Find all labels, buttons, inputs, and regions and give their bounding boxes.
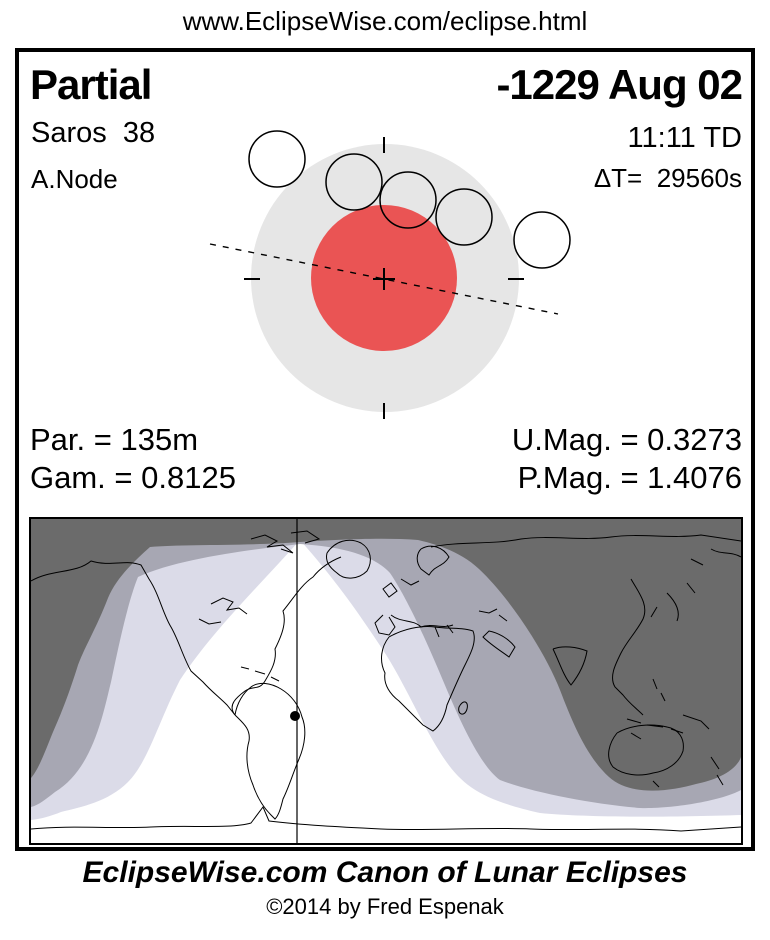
coast-africa: [381, 626, 475, 732]
moon-greatest-circle: [379, 171, 437, 229]
coast-india: [552, 646, 588, 686]
moon-p4-circle: [513, 211, 571, 269]
coast-bering-siberia: [690, 548, 742, 566]
eclipse-type-label: Partial: [30, 61, 152, 108]
copyright-text: ©2014 by Fred Espenak: [266, 894, 504, 919]
coast-hudson-great-lakes: [198, 597, 248, 625]
coast-asia-east: [612, 578, 646, 716]
eclipse-geometry-diagram: [209, 130, 571, 419]
node-label: A.Node: [31, 164, 118, 194]
coast-japan-korea: [650, 582, 696, 622]
coast-asia-north: [430, 534, 742, 548]
page-url-text: www.EclipseWise.com/eclipse.html: [182, 6, 588, 36]
coast-greenland: [326, 539, 371, 579]
coast-antarctica: [30, 806, 742, 832]
canon-title: EclipseWise.com Canon of Lunar Eclipses: [82, 856, 688, 889]
map-zone-not-visible: [31, 519, 741, 791]
coast-philippines: [652, 678, 666, 702]
coast-arabia: [482, 630, 516, 658]
moon-p1-circle: [248, 130, 306, 188]
coastlines: [30, 530, 742, 832]
shadow-axis-ticks: [244, 137, 524, 419]
coast-north-america-east: [231, 556, 342, 716]
time-label: 11:11 TD: [627, 122, 742, 154]
coast-north-america-west: [30, 560, 236, 716]
visibility-map-frame: [29, 517, 743, 845]
umbral-magnitude-stat: U.Mag. = 0.3273: [511, 422, 742, 457]
parallax-stat: Par. = 135m: [30, 422, 199, 457]
coast-caribbean: [240, 666, 280, 682]
coast-australia: [608, 724, 724, 788]
gamma-stat: Gam. = 0.8125: [30, 460, 236, 495]
moon-contact-positions: [248, 130, 571, 269]
center-crosshair: [373, 268, 395, 290]
delta-t-label: ΔT= 29560s: [593, 163, 742, 193]
greatest-eclipse-zenith-dot: [290, 711, 300, 721]
coast-south-america: [234, 682, 306, 820]
moon-u4-circle: [435, 188, 493, 246]
visibility-map: [30, 519, 742, 843]
moon-u1-circle: [325, 153, 383, 211]
saros-label: Saros 38: [31, 117, 156, 149]
penumbral-magnitude-stat: P.Mag. = 1.4076: [517, 460, 742, 495]
coast-arctic-islands: [250, 530, 321, 554]
eclipse-date-label: -1229 Aug 02: [496, 61, 743, 108]
